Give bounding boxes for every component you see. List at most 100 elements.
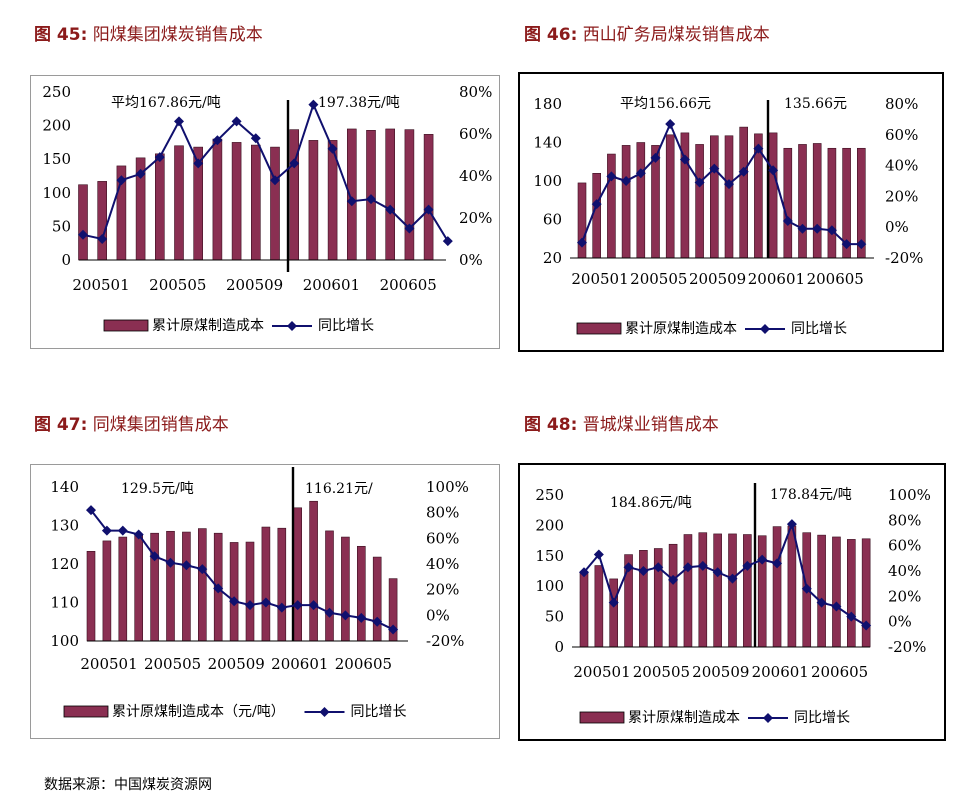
growth-point (101, 525, 112, 536)
legend-bar-label: 累计原煤制造成本 (625, 321, 737, 337)
growth-point (856, 239, 867, 250)
growth-point (727, 573, 738, 584)
bar (289, 129, 300, 261)
figure-47-colon: : (80, 415, 88, 435)
left-axis-tick-label: 0 (61, 251, 71, 269)
bar (621, 145, 631, 259)
growth-point (154, 152, 165, 163)
growth-point (327, 143, 338, 154)
bar (212, 138, 223, 261)
x-axis-tick-label: 200509 (692, 663, 749, 681)
figure-46-name: 西山矿务局煤炭销售成本 (582, 25, 770, 45)
right-axis-tick-label: 80% (426, 504, 459, 522)
growth-point (372, 616, 383, 627)
bar (134, 534, 143, 642)
bar (261, 526, 271, 642)
x-axis-tick-label: 200601 (748, 270, 805, 288)
growth-point (608, 597, 619, 608)
right-axis-tick-label: 0% (888, 613, 912, 631)
bar (423, 134, 434, 261)
growth-point (229, 596, 240, 607)
x-axis-tick-label: 200501 (571, 270, 628, 288)
growth-point (165, 557, 176, 568)
figure-45-number: 图 45 (34, 25, 81, 45)
growth-point (768, 165, 779, 176)
bar (245, 541, 255, 642)
figure-48-title: 图 48: 晋城煤业销售成本 (524, 410, 719, 435)
bar (309, 500, 318, 642)
growth-point (797, 223, 808, 234)
growth-point (697, 560, 708, 571)
left-axis-tick-label: 100 (42, 184, 71, 202)
growth-point (579, 567, 589, 578)
growth-point (621, 176, 632, 186)
growth-point (712, 567, 723, 578)
bar (817, 534, 826, 648)
chart-panel-47: 140 130 120 110 100 100% 80% 60% 40% 20% 0% -20% 200… (30, 464, 500, 739)
growth-point (757, 554, 768, 565)
bar (695, 144, 704, 259)
x-axis-tick-label: 200501 (80, 655, 137, 673)
left-axis-tick-label: 200 (535, 516, 564, 534)
growth-point (638, 566, 649, 576)
bar (743, 534, 752, 648)
growth-point (679, 154, 690, 165)
bar (698, 532, 708, 648)
figure-45-name: 阳煤集团煤炭销售成本 (92, 25, 263, 45)
chart-48-svg: 250 200 150 100 50 0 100% 80% 60% 40% 20% 0% -20% 200… (535, 483, 931, 726)
growth-point (801, 583, 812, 594)
left-axis-tick-label: 100 (533, 172, 562, 190)
growth-point (742, 560, 753, 571)
chart-annotation: 平均156.66元 (620, 96, 711, 112)
growth-point (356, 612, 367, 623)
right-axis-tick-label: 100% (426, 478, 469, 496)
x-axis-tick-label: 200605 (380, 276, 437, 294)
legend-bar-label: 累计原煤制造成本 (152, 318, 264, 334)
right-axis-tick-label: 60% (885, 126, 918, 144)
chart-panel-48: 250 200 150 100 50 0 100% 80% 60% 40% 20% 0% -20% 200… (518, 463, 946, 741)
growth-point (270, 175, 280, 186)
right-axis-tick-label: 100% (888, 486, 931, 504)
bar (78, 184, 88, 261)
left-axis-tick-label: 100 (50, 632, 79, 650)
growth-point (861, 620, 872, 631)
growth-point (213, 583, 224, 594)
x-axis-tick-label: 200505 (633, 663, 690, 681)
growth-point (308, 600, 319, 611)
left-axis-tick-label: 200 (42, 117, 71, 135)
bar (768, 132, 778, 259)
bar (166, 530, 175, 642)
left-axis-tick-label: 20 (543, 249, 562, 267)
figure-47-title: 图 47: 同煤集团销售成本 (34, 410, 229, 435)
bar (97, 181, 107, 261)
bar (372, 556, 382, 642)
legend-line-marker (287, 321, 297, 331)
growth-point (404, 223, 415, 234)
right-axis-tick-label: 40% (888, 562, 921, 580)
growth-point (786, 519, 797, 530)
right-axis-tick-label: -20% (888, 638, 926, 656)
bar (102, 540, 112, 642)
chart-panel-46: 180 140 100 60 20 80% 60% 40% 20% 0% -20% 200501 200… (518, 72, 944, 352)
legend-line-label: 同比增长 (794, 710, 850, 726)
growth-point (133, 529, 144, 540)
chart-annotation: 129.5元/吨 (121, 481, 194, 497)
legend-bar-label: 累计原煤制造成本（元/吨） (112, 704, 285, 720)
left-axis-tick-label: 150 (535, 547, 564, 565)
growth-point (577, 237, 587, 248)
right-axis-tick-label: 60% (888, 537, 921, 555)
bar (579, 572, 589, 648)
legend-bar-label: 累计原煤制造成本 (628, 710, 740, 726)
right-axis-tick-label: 60% (426, 529, 459, 547)
bar (155, 153, 165, 261)
x-axis-tick-label: 200505 (144, 655, 201, 673)
x-axis-tick-label: 200509 (208, 655, 265, 673)
x-axis-tick-label: 200601 (752, 663, 809, 681)
growth-point (174, 116, 184, 127)
right-axis-tick-label: 80% (888, 511, 921, 529)
growth-point (181, 560, 192, 571)
growth-point (772, 558, 783, 569)
growth-point (831, 601, 842, 612)
figure-46-colon: : (570, 25, 578, 45)
